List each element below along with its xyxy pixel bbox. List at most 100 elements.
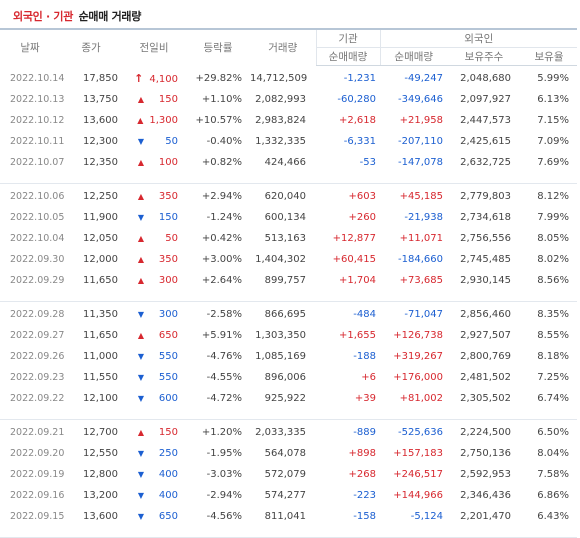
cell-volume: 2,983,824 xyxy=(255,115,306,126)
cell-foreign-holdings: 2,481,502 xyxy=(460,372,511,383)
cell-foreign-net: -147,078 xyxy=(398,157,443,168)
cell-foreign-ratio: 8.12% xyxy=(537,191,569,202)
cell-rate: -4.56% xyxy=(206,511,242,522)
cell-volume: 513,163 xyxy=(264,233,306,244)
table-row: 2022.10.06 12,250 ▲ 350 +2.94% 620,040 +603 +45… xyxy=(0,184,577,208)
cell-foreign-ratio: 6.13% xyxy=(537,94,569,105)
triangle-down-icon: ▼ xyxy=(137,137,144,146)
cell-volume: 1,404,302 xyxy=(255,254,306,265)
cell-foreign-holdings: 2,632,725 xyxy=(460,157,511,168)
triangle-down-icon: ▼ xyxy=(137,491,144,500)
triangle-up-icon: ▲ xyxy=(137,255,144,264)
cell-change: ▼ 400 xyxy=(122,485,186,506)
change-value: 600 xyxy=(158,393,178,404)
cell-foreign-ratio: 7.25% xyxy=(537,372,569,383)
cell-inst-net: -6,331 xyxy=(343,136,376,147)
cell-foreign-ratio: 8.02% xyxy=(537,254,569,265)
cell-foreign-net: -184,660 xyxy=(398,254,443,265)
cell-date: 2022.09.22 xyxy=(10,393,65,404)
change-value: 650 xyxy=(158,330,178,341)
cell-foreign-net: +81,002 xyxy=(399,393,443,404)
cell-volume: 811,041 xyxy=(264,511,306,522)
cell-inst-net: +39 xyxy=(354,393,376,404)
table-row: 2022.10.07 12,350 ▲ 100 +0.82% 424,466 -53 -147… xyxy=(0,152,577,173)
cell-foreign-net: +126,738 xyxy=(393,330,443,341)
cell-foreign-ratio: 8.55% xyxy=(537,330,569,341)
table-row: 2022.09.29 11,650 ▲ 300 +2.64% 899,757 +1,704 +… xyxy=(0,270,577,291)
cell-foreign-ratio: 7.69% xyxy=(537,157,569,168)
table-row: 2022.09.21 12,700 ▲ 150 +1.20% 2,033,335 -889 -… xyxy=(0,420,577,444)
cell-volume: 866,695 xyxy=(264,309,306,320)
cell-change: ▲ 300 xyxy=(122,270,186,291)
cell-rate: +29.82% xyxy=(195,72,242,84)
cell-foreign-ratio: 7.58% xyxy=(537,469,569,480)
cell-change: ▼ 550 xyxy=(122,346,186,367)
cell-change: ▼ 50 xyxy=(122,131,186,152)
table-row: 2022.10.13 13,750 ▲ 150 +1.10% 2,082,993 -60,2… xyxy=(0,89,577,110)
cell-foreign-ratio: 5.99% xyxy=(537,73,569,84)
table-row: 2022.10.14 17,850 ↑ 4,100 +29.82% 14,712,509 -… xyxy=(0,66,577,90)
cell-foreign-ratio: 7.15% xyxy=(537,115,569,126)
cell-inst-net: +2,618 xyxy=(338,115,376,126)
cell-foreign-holdings: 2,592,953 xyxy=(460,469,511,480)
cell-close: 12,000 xyxy=(83,254,118,265)
cell-inst-net: -484 xyxy=(353,309,376,320)
cell-rate: +2.64% xyxy=(201,275,242,286)
table-row: 2022.09.19 12,800 ▼ 400 -3.03% 572,079 +268 +24… xyxy=(0,464,577,485)
cell-foreign-holdings: 2,734,618 xyxy=(460,212,511,223)
cell-foreign-holdings: 2,425,615 xyxy=(460,136,511,147)
change-value: 400 xyxy=(158,469,178,480)
cell-foreign-holdings: 2,750,136 xyxy=(460,448,511,459)
cell-close: 12,050 xyxy=(83,233,118,244)
cell-volume: 899,757 xyxy=(264,275,306,286)
table-row: 2022.09.28 11,350 ▼ 300 -2.58% 866,695 -484 -71… xyxy=(0,302,577,326)
cell-foreign-net: +11,071 xyxy=(399,233,443,244)
cell-foreign-net: -49,247 xyxy=(404,73,443,84)
triangle-down-icon: ▼ xyxy=(137,470,144,479)
change-value: 150 xyxy=(158,94,178,105)
cell-date: 2022.10.13 xyxy=(10,94,65,105)
cell-change: ▲ 350 xyxy=(122,249,186,270)
cell-date: 2022.10.06 xyxy=(10,191,65,202)
table-row: 2022.09.22 12,100 ▼ 600 -4.72% 925,922 +39 +81,… xyxy=(0,388,577,409)
group-separator xyxy=(0,291,577,302)
investor-trading-table: 날짜 종가 전일비 등락률 거래량 기관 외국인 순매매량 순매매량 보유주수 … xyxy=(0,28,577,538)
cell-foreign-net: -349,646 xyxy=(398,94,443,105)
cell-date: 2022.09.20 xyxy=(10,448,65,459)
cell-volume: 620,040 xyxy=(264,191,306,202)
cell-foreign-net: -207,110 xyxy=(398,136,443,147)
cell-date: 2022.10.11 xyxy=(10,136,65,147)
cell-foreign-holdings: 2,930,145 xyxy=(460,275,511,286)
cell-foreign-ratio: 8.56% xyxy=(537,275,569,286)
cell-close: 12,350 xyxy=(83,157,118,168)
cell-rate: +3.00% xyxy=(201,254,242,265)
cell-inst-net: +60,415 xyxy=(332,254,376,265)
cell-close: 11,900 xyxy=(83,212,118,223)
change-value: 50 xyxy=(165,136,178,147)
cell-change: ▲ 150 xyxy=(122,89,186,110)
cell-foreign-ratio: 6.50% xyxy=(537,427,569,438)
cell-inst-net: +1,704 xyxy=(338,275,376,286)
cell-inst-net: -53 xyxy=(359,157,376,168)
cell-foreign-net: +246,517 xyxy=(393,469,443,480)
cell-rate: +2.94% xyxy=(201,191,242,202)
triangle-up-icon: ▲ xyxy=(137,331,144,340)
cell-foreign-ratio: 7.99% xyxy=(537,212,569,223)
cell-volume: 600,134 xyxy=(264,212,306,223)
triangle-up-icon: ▲ xyxy=(137,234,144,243)
cell-rate: -2.58% xyxy=(206,309,242,320)
triangle-up-icon: ▲ xyxy=(137,428,144,437)
cell-rate: +0.82% xyxy=(201,157,242,168)
cell-inst-net: -60,280 xyxy=(337,94,376,105)
cell-foreign-holdings: 2,097,927 xyxy=(460,94,511,105)
cell-change: ▼ 650 xyxy=(122,506,186,527)
cell-date: 2022.10.12 xyxy=(10,115,65,126)
cell-inst-net: +603 xyxy=(348,191,376,202)
cell-date: 2022.09.15 xyxy=(10,511,65,522)
table-row: 2022.09.15 13,600 ▼ 650 -4.56% 811,041 -158 -5,… xyxy=(0,506,577,527)
change-value: 150 xyxy=(158,427,178,438)
table-body: 2022.10.14 17,850 ↑ 4,100 +29.82% 14,712,509 -… xyxy=(0,66,577,538)
cell-close: 12,700 xyxy=(83,427,118,438)
cell-close: 12,300 xyxy=(83,136,118,147)
cell-close: 11,650 xyxy=(83,330,118,341)
